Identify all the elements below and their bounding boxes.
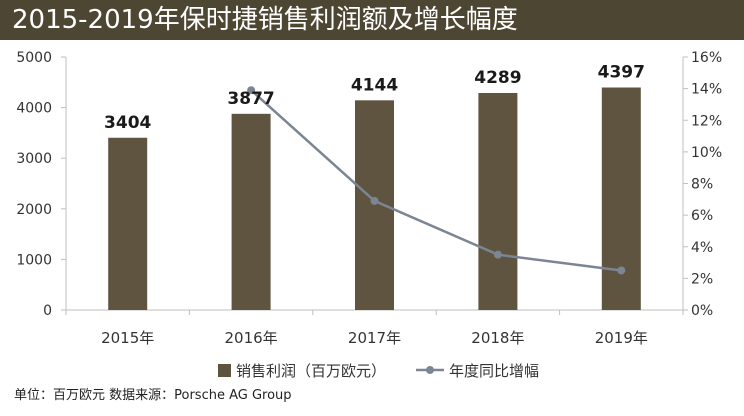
- x-tick-label: 2016年: [225, 329, 278, 347]
- y-right-tick-label: 8%: [691, 177, 713, 193]
- growth-point: [493, 250, 502, 259]
- growth-line: [250, 89, 622, 272]
- x-tick-label: 2018年: [471, 329, 524, 347]
- y-right-tick-label: 10%: [691, 145, 722, 161]
- chart-title: 2015-2019年保时捷销售利润额及增长幅度: [12, 5, 518, 35]
- bar-data-label: 4397: [598, 63, 645, 83]
- legend-line-label: 年度同比增幅: [449, 362, 539, 380]
- legend-bar-swatch: [218, 364, 231, 377]
- bar-data-label: 3404: [104, 113, 151, 133]
- x-tick-label: 2017年: [348, 329, 401, 347]
- y-right-tick-label: 6%: [691, 208, 713, 224]
- bar-data-label: 4144: [351, 75, 398, 95]
- bar-data-label: 3877: [227, 89, 274, 109]
- legend-line-marker: [426, 366, 434, 374]
- y-right-tick-label: 4%: [691, 240, 713, 256]
- title-bar: 2015-2019年保时捷销售利润额及增长幅度: [0, 0, 744, 40]
- growth-point: [247, 86, 256, 95]
- y-left-tick-label: 2000: [16, 202, 52, 218]
- bar: [108, 137, 148, 310]
- y-right-tick-label: 2%: [691, 271, 713, 287]
- y-left-tick-label: 3000: [16, 151, 52, 167]
- bar: [231, 113, 271, 311]
- bar-data-label: 4289: [474, 68, 521, 88]
- y-left-tick-label: 0: [43, 303, 52, 319]
- y-left-tick-label: 5000: [16, 50, 52, 66]
- y-left-tick-label: 1000: [16, 252, 52, 268]
- y-right-tick-label: 14%: [691, 82, 722, 98]
- source-note: 单位：百万欧元 数据来源：Porsche AG Group: [14, 388, 292, 403]
- bar: [355, 100, 394, 310]
- bar: [601, 87, 641, 310]
- y-left-tick-label: 4000: [16, 101, 52, 117]
- legend-bar-label: 销售利润（百万欧元）: [236, 362, 386, 380]
- growth-point: [617, 266, 626, 275]
- y-right-tick-label: 0%: [691, 303, 713, 319]
- bar: [478, 92, 518, 311]
- x-tick-label: 2019年: [595, 329, 648, 347]
- y-right-tick-label: 12%: [691, 113, 722, 129]
- growth-point: [370, 196, 379, 205]
- x-tick-label: 2015年: [101, 329, 154, 347]
- y-right-tick-label: 16%: [691, 50, 722, 66]
